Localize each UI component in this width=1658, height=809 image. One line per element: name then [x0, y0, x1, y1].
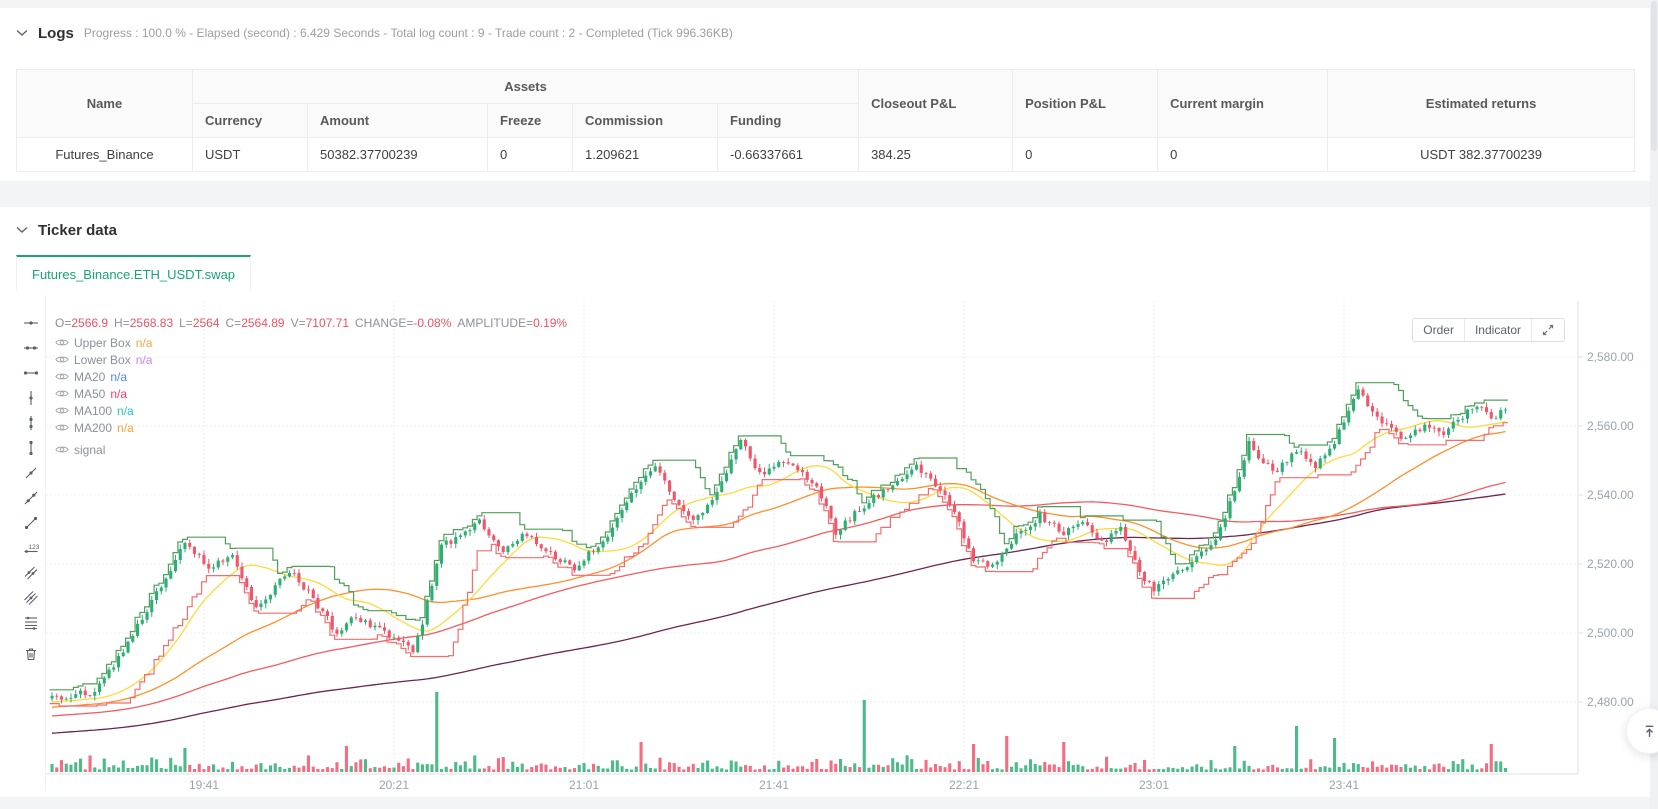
tool-parallel-line-icon[interactable] [22, 565, 40, 581]
col-group-assets: Assets [191, 69, 860, 104]
grid-lines [46, 301, 1578, 774]
cell-closeout: 384.25 [858, 137, 1014, 172]
tool-remove-drawings-icon[interactable] [22, 646, 40, 662]
box-envelope [49, 382, 1508, 707]
eye-icon[interactable] [55, 405, 69, 416]
col-header-commission: Commission [572, 103, 718, 138]
tool-trend-line-icon[interactable] [22, 490, 40, 506]
back-to-top-icon [1645, 725, 1653, 737]
eye-icon[interactable] [55, 337, 69, 348]
eye-icon[interactable] [55, 371, 69, 382]
table-row: Futures_Binance USDT 50382.37700239 0 1.… [16, 137, 1636, 172]
scrollbar-thumb[interactable] [1651, 1, 1657, 151]
x-axis-label: 22:21 [949, 778, 979, 791]
assets-table: Name Assets Closeout P&L Position P&L Cu… [16, 69, 1636, 172]
plot-wrap: 2,580.00 2,560.00 2,540.00 2,520.00 2,500.00… [46, 295, 1642, 792]
ticker-title: Ticker data [38, 221, 117, 239]
tool-price-line-icon[interactable]: 123 [22, 540, 40, 556]
col-header-closeout: Closeout P&L [858, 69, 1014, 138]
y-axis-label: 2,540.00 [1587, 488, 1634, 502]
tool-horizontal-segment-icon[interactable] [22, 365, 40, 381]
tab-futures-binance-eth-usdt-swap[interactable]: Futures_Binance.ETH_USDT.swap [16, 255, 252, 291]
x-axis-label: 21:41 [759, 778, 789, 791]
cell-currency: USDT [192, 137, 308, 172]
col-header-name: Name [16, 69, 193, 138]
x-axis-label: 21:01 [569, 778, 599, 791]
col-header-margin: Current margin [1157, 69, 1329, 138]
axes: 2,580.00 2,560.00 2,540.00 2,520.00 2,500.00… [46, 301, 1634, 792]
x-axis-label: 19:41 [189, 778, 219, 791]
cell-returns: USDT 382.37700239 [1327, 137, 1636, 172]
cell-commission: 1.209621 [572, 137, 718, 172]
svg-text:123: 123 [28, 544, 39, 551]
indicator-button[interactable]: Indicator [1464, 319, 1532, 341]
col-header-freeze: Freeze [487, 103, 573, 138]
chart-controls: Order Indicator [1412, 318, 1565, 342]
x-axis-label: 23:41 [1329, 778, 1359, 791]
logs-meta: Progress : 100.0 % - Elapsed (second) : … [83, 26, 733, 40]
col-header-amount: Amount [307, 103, 488, 138]
tool-vertical-line-icon[interactable] [22, 415, 40, 431]
tool-horizontal-line-icon[interactable] [22, 340, 40, 356]
cell-name: Futures_Binance [16, 137, 193, 172]
cell-freeze: 0 [487, 137, 573, 172]
x-axis-label: 20:21 [379, 778, 409, 791]
ticker-header: Ticker data [16, 219, 1642, 241]
eye-icon[interactable] [55, 354, 69, 365]
y-axis-label: 2,560.00 [1587, 419, 1634, 433]
tab-label: Futures_Binance.ETH_USDT.swap [32, 266, 236, 282]
y-axis-label: 2,480.00 [1587, 695, 1634, 709]
back-to-top-button[interactable] [1626, 708, 1658, 754]
logs-title: Logs [38, 24, 74, 42]
tool-trend-ray-icon[interactable] [22, 465, 40, 481]
ticker-section: Ticker data Futures_Binance.ETH_USDT.swa… [0, 207, 1650, 797]
chevron-down-icon[interactable] [16, 226, 28, 234]
tool-fib-retracement-icon[interactable] [22, 615, 40, 631]
eye-icon[interactable] [55, 444, 69, 455]
col-header-returns: Estimated returns [1327, 69, 1636, 138]
y-axis-label: 2,520.00 [1587, 557, 1634, 571]
candlestick-chart[interactable]: 2,580.00 2,560.00 2,540.00 2,520.00 2,500.00… [46, 295, 1642, 792]
fullscreen-button[interactable] [1532, 319, 1564, 341]
chevron-down-icon[interactable] [16, 29, 28, 37]
col-header-currency: Currency [192, 103, 308, 138]
eye-icon[interactable] [55, 422, 69, 433]
ma-lines [51, 419, 1506, 734]
x-axis-label: 23:01 [1139, 778, 1169, 791]
order-button[interactable]: Order [1413, 319, 1465, 341]
scrollbar[interactable] [1650, 0, 1658, 809]
cell-position: 0 [1012, 137, 1159, 172]
candles [50, 385, 1508, 704]
cell-amount: 50382.37700239 [307, 137, 488, 172]
cell-margin: 0 [1157, 137, 1329, 172]
tool-price-channel-icon[interactable] [22, 590, 40, 606]
col-header-position: Position P&L [1012, 69, 1159, 138]
tool-horizontal-ray-icon[interactable] [22, 315, 40, 331]
volume-bars [50, 692, 1508, 772]
y-axis-label: 2,500.00 [1587, 626, 1634, 640]
fullscreen-icon [1542, 324, 1554, 336]
y-axis-label: 2,580.00 [1587, 350, 1634, 364]
col-header-funding: Funding [716, 103, 860, 138]
chart-area: 123 2,580.00 2,560.00 2,540.00 2,520.00 2,50… [16, 295, 1642, 792]
eye-icon[interactable] [55, 388, 69, 399]
tool-vertical-ray-icon[interactable] [22, 390, 40, 406]
logs-section: Logs Progress : 100.0 % - Elapsed (secon… [0, 8, 1650, 181]
cell-funding: -0.66337661 [716, 137, 860, 172]
drawing-toolbar: 123 [16, 295, 46, 791]
tool-trend-segment-icon[interactable] [22, 515, 40, 531]
tool-vertical-segment-icon[interactable] [22, 440, 40, 456]
logs-header: Logs Progress : 100.0 % - Elapsed (secon… [16, 22, 1634, 44]
ticker-tabbar: Futures_Binance.ETH_USDT.swap [16, 255, 1642, 291]
